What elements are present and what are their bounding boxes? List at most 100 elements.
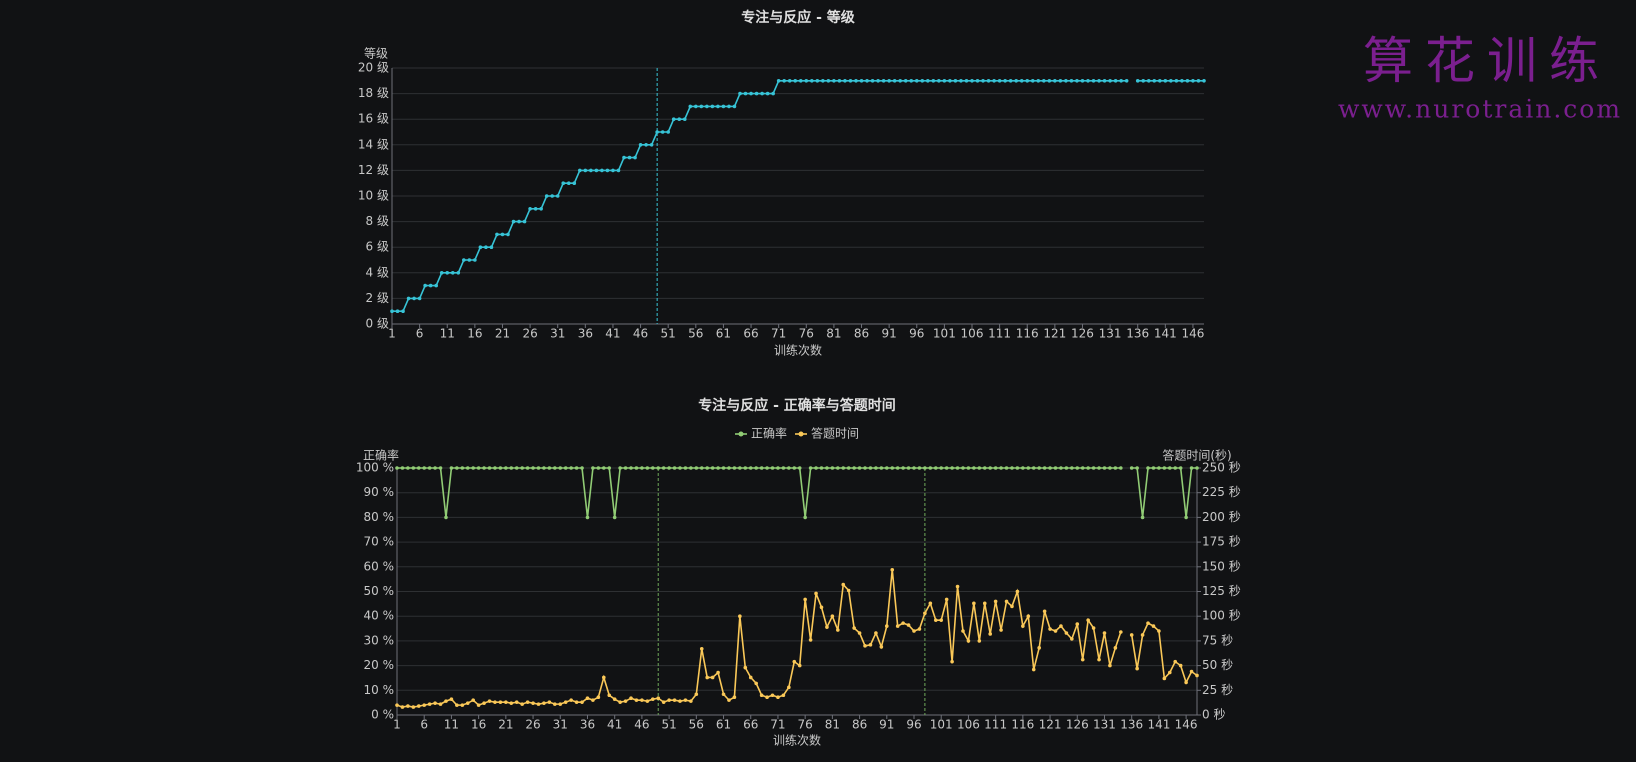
data-point [444,699,448,703]
data-point [434,283,438,288]
data-point [1064,79,1068,83]
data-point [716,104,720,109]
data-point [682,117,687,121]
legend-label: 答题时间 [811,426,859,441]
data-point [1070,466,1074,470]
data-point [797,466,802,470]
data-point [395,703,399,707]
x-tick-label: 51 [661,327,676,341]
data-point [977,466,982,470]
data-point [781,693,786,698]
y-tick-label: 6 级 [366,240,389,254]
data-point [906,466,911,470]
data-point [574,466,579,470]
data-point [572,181,577,185]
legend-label: 正确率 [751,426,787,441]
data-point [937,79,941,83]
data-point [427,702,432,706]
x-tick-label: 136 [1126,327,1149,341]
x-tick-label: 16 [471,718,486,732]
data-point [1058,79,1063,83]
data-point [1184,680,1188,685]
data-point [901,466,905,470]
data-point [765,466,769,470]
data-point [1019,79,1024,83]
data-point [793,79,798,83]
data-point [671,117,676,121]
x-tick-label: 111 [988,327,1011,341]
data-point [721,692,726,697]
x-tick-label: 76 [798,718,813,732]
x-tick-label: 91 [879,718,894,732]
data-point [1140,633,1145,637]
data-point [1037,646,1041,650]
data-point [999,466,1003,470]
data-point [672,466,677,470]
data-point [489,245,494,249]
data-point [1167,670,1172,675]
data-point [815,79,820,83]
y-tick-label: 40 % [364,609,395,623]
data-point [395,309,400,314]
data-point [884,466,889,470]
data-point [748,675,753,680]
data-point [754,681,758,686]
data-point [898,79,902,83]
data-point [1178,663,1183,668]
data-point [427,466,432,470]
data-point [857,466,862,470]
data-point [525,700,530,704]
data-point [914,79,919,83]
data-point [1146,79,1151,83]
data-point [926,79,930,83]
data-point [1091,626,1096,630]
data-point [629,696,633,701]
data-point [498,466,503,470]
data-point [401,309,405,314]
x-tick-label: 106 [961,327,984,341]
data-point [563,700,568,704]
data-point [1146,466,1150,470]
data-point [743,466,748,470]
data-point [1015,466,1020,470]
data-point [495,232,499,237]
data-point [569,698,573,702]
data-point [580,700,584,704]
data-point [640,466,644,470]
data-point [1163,79,1168,83]
data-point [412,296,416,301]
data-point [1021,624,1025,628]
data-point [667,466,671,470]
data-point [612,697,617,701]
data-point [1075,466,1080,470]
data-point [950,466,954,470]
data-point [1191,79,1195,83]
y-tick-label: 8 级 [366,214,389,228]
data-point [1069,79,1074,83]
series-line [396,569,1122,708]
data-point [846,466,851,470]
data-point [395,466,399,470]
data-point [781,466,786,470]
data-point [792,466,797,470]
data-point [666,130,670,134]
data-point [923,611,927,616]
x-tick-label: 6 [416,327,424,341]
data-point [857,631,862,635]
data-point [939,618,944,622]
data-point [1004,466,1009,470]
data-point [422,466,427,470]
x-tick-label: 96 [909,327,924,341]
data-point [901,621,905,625]
data-point [444,515,448,520]
data-point [906,623,911,627]
data-point [520,466,524,470]
x-tick-label: 36 [580,718,595,732]
data-point [819,466,824,470]
data-point [981,79,985,83]
data-point [959,79,963,83]
data-point [482,466,486,470]
x-tick-label: 11 [444,718,459,732]
data-point [612,515,617,520]
data-point [1030,79,1035,83]
